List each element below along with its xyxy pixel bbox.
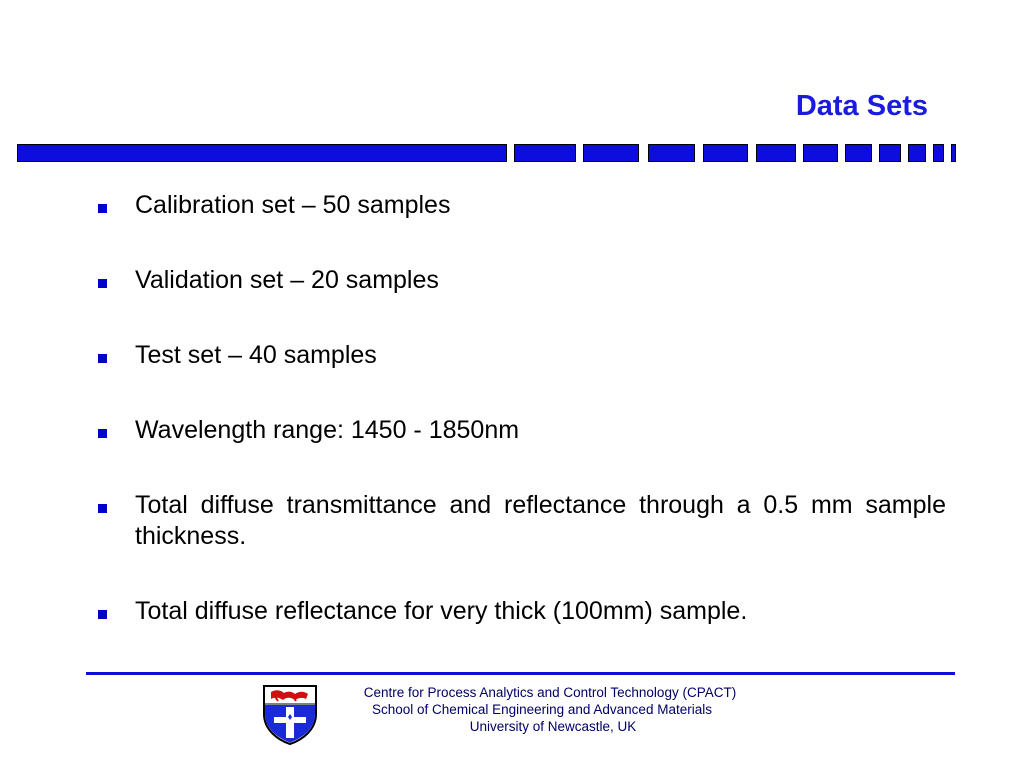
bullet-text: Total diffuse reflectance for very thick… (135, 597, 748, 625)
slide-title: Data Sets (795, 90, 928, 122)
divider-segment (583, 144, 639, 162)
footer-school-name: School of Chemical Engineering and Advan… (372, 702, 712, 717)
divider-segment (703, 144, 748, 162)
divider-segment (933, 144, 944, 162)
bullet-text: Calibration set – 50 samples (135, 191, 451, 219)
university-crest-icon (262, 684, 318, 746)
bullet-item: Validation set – 20 samples (96, 265, 946, 296)
bullet-list: Calibration set – 50 samples Validation … (96, 190, 946, 671)
bullet-text: Total diffuse transmittance and reflecta… (135, 491, 946, 550)
bullet-item: Wavelength range: 1450 - 1850nm (96, 415, 946, 446)
footer-centre-name: Centre for Process Analytics and Control… (363, 685, 737, 700)
footer-text: Centre for Process Analytics and Control… (312, 684, 782, 735)
divider-segment (951, 144, 956, 162)
square-bullet-icon (98, 279, 107, 288)
divider-segment (803, 144, 838, 162)
bullet-item: Calibration set – 50 samples (96, 190, 946, 221)
divider-segment (17, 144, 507, 162)
divider-segment (514, 144, 576, 162)
bullet-text: Wavelength range: 1450 - 1850nm (135, 416, 520, 444)
bullet-item: Test set – 40 samples (96, 340, 946, 371)
bullet-item: Total diffuse reflectance for very thick… (96, 596, 946, 627)
footer-university-name: University of Newcastle, UK (469, 719, 637, 734)
divider-segment (908, 144, 926, 162)
bullet-text: Validation set – 20 samples (135, 266, 439, 294)
square-bullet-icon (98, 429, 107, 438)
divider-segment (648, 144, 695, 162)
divider-segment (879, 144, 901, 162)
square-bullet-icon (98, 354, 107, 363)
title-divider-bar (0, 144, 1024, 162)
divider-segment (756, 144, 796, 162)
square-bullet-icon (98, 204, 107, 213)
bullet-text: Test set – 40 samples (135, 341, 377, 369)
divider-segment (845, 144, 872, 162)
footer-divider (86, 672, 955, 675)
square-bullet-icon (98, 610, 107, 619)
bullet-item: Total diffuse transmittance and reflecta… (96, 490, 946, 552)
square-bullet-icon (98, 504, 107, 513)
